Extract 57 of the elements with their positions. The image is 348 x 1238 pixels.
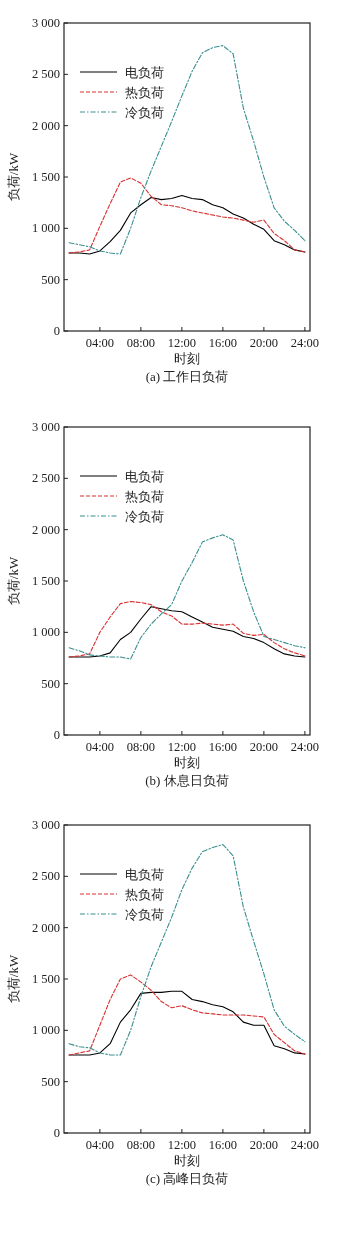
- y-tick-label: 1 000: [31, 1023, 60, 1038]
- text: (b) 休息日负荷: [145, 773, 229, 788]
- y-axis-title: 负荷/kW: [6, 954, 21, 1004]
- y-tick-label: 2 000: [31, 118, 60, 133]
- y-tick-label: 0: [53, 1126, 60, 1140]
- x-tick-label: 08:00: [126, 1138, 156, 1152]
- x-tick-label: 04:00: [85, 1138, 115, 1152]
- x-tick-label: 16:00: [208, 740, 238, 754]
- x-tick-label: 20:00: [249, 1138, 279, 1152]
- y-tick-label: 3 000: [31, 818, 60, 832]
- x-tick-label: 12:00: [167, 336, 197, 350]
- x-tick-label: 24:00: [290, 740, 320, 754]
- y-tick-label: 500: [41, 1074, 60, 1089]
- text: (c) 高峰日负荷: [145, 1171, 229, 1186]
- x-axis-title: 时刻: [174, 755, 200, 770]
- x-tick-label: 20:00: [249, 336, 279, 350]
- legend-label: 热负荷: [125, 85, 164, 100]
- y-tick-label: 2 000: [31, 920, 60, 935]
- y-tick-label: 2 500: [31, 869, 60, 884]
- x-axis-title: 时刻: [174, 351, 200, 366]
- legend-label: 冷负荷: [125, 509, 164, 524]
- legend-label: 电负荷: [125, 65, 164, 80]
- y-tick-label: 2 000: [31, 522, 60, 537]
- x-tick-label: 04:00: [85, 336, 115, 350]
- legend-label: 冷负荷: [125, 907, 164, 922]
- text: (a) 工作日负荷: [145, 369, 229, 384]
- y-tick-label: 1 500: [31, 972, 60, 986]
- y-tick-label: 2 500: [31, 471, 60, 486]
- y-axis-title: 负荷/kW: [6, 556, 21, 606]
- x-axis-title: 时刻: [174, 1153, 200, 1168]
- y-tick-label: 3 000: [31, 420, 60, 434]
- y-tick-label: 3 000: [31, 16, 60, 30]
- x-tick-label: 12:00: [167, 1138, 197, 1152]
- y-tick-label: 1 000: [31, 625, 60, 640]
- x-tick-label: 24:00: [290, 1138, 320, 1152]
- legend-label: 冷负荷: [125, 105, 164, 120]
- y-axis-title: 负荷/kW: [6, 152, 21, 202]
- y-tick-label: 500: [41, 676, 60, 691]
- x-tick-label: 16:00: [208, 336, 238, 350]
- y-tick-label: 0: [53, 728, 60, 742]
- x-tick-label: 08:00: [126, 740, 156, 754]
- legend-label: 电负荷: [125, 469, 164, 484]
- x-tick-label: 16:00: [208, 1138, 238, 1152]
- y-tick-label: 2 500: [31, 67, 60, 82]
- y-tick-label: 500: [41, 272, 60, 287]
- x-tick-label: 20:00: [249, 740, 279, 754]
- y-tick-label: 1 500: [31, 170, 60, 184]
- y-tick-label: 1 000: [31, 221, 60, 236]
- x-tick-label: 12:00: [167, 740, 197, 754]
- legend-label: 热负荷: [125, 887, 164, 902]
- x-tick-label: 08:00: [126, 336, 156, 350]
- legend-label: 电负荷: [125, 867, 164, 882]
- y-tick-label: 1 500: [31, 574, 60, 588]
- x-tick-label: 04:00: [85, 740, 115, 754]
- y-tick-label: 0: [53, 324, 60, 338]
- legend-label: 热负荷: [125, 489, 164, 504]
- x-tick-label: 24:00: [290, 336, 320, 350]
